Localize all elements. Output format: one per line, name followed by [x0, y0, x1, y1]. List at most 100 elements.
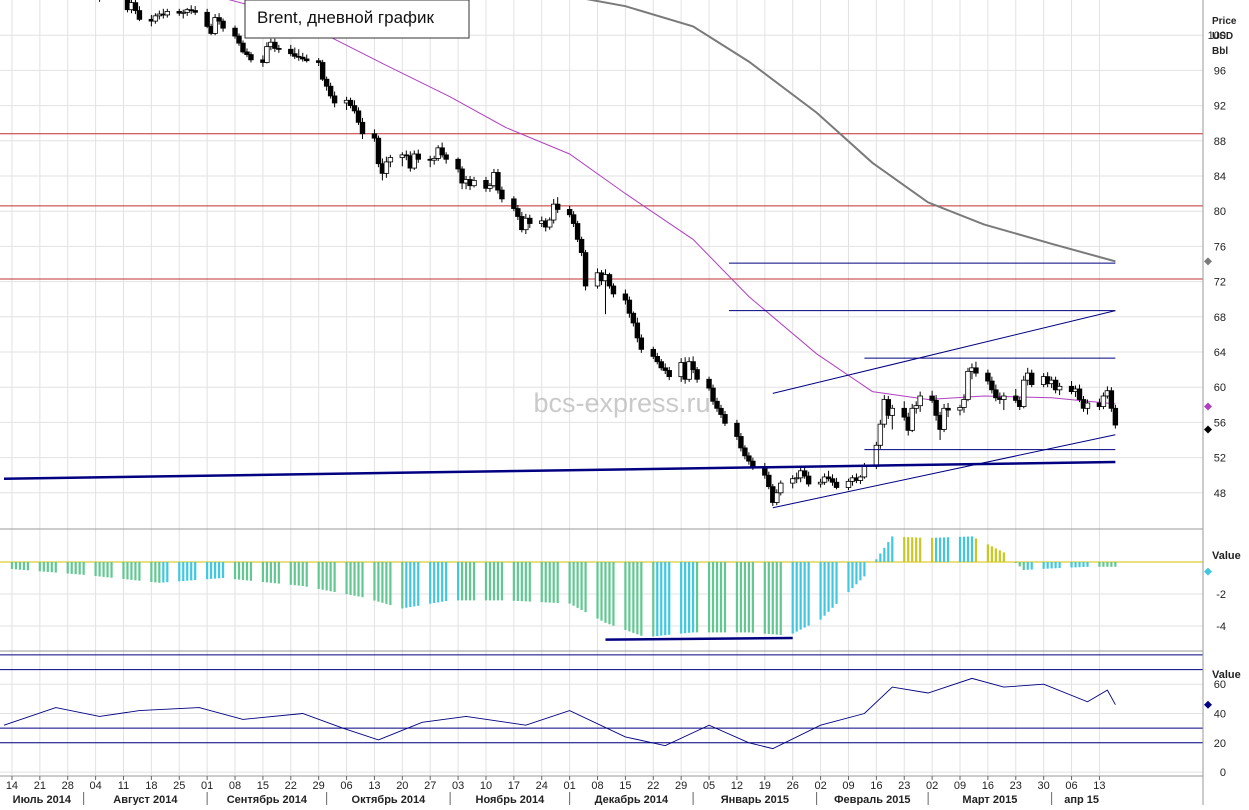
x-day-label: 27 — [424, 780, 436, 792]
macd-bar — [389, 562, 392, 606]
x-day-label: 02 — [926, 780, 938, 792]
candle-body — [216, 17, 222, 22]
macd-bar — [460, 562, 464, 601]
candle — [622, 289, 629, 305]
candle-body — [750, 460, 756, 467]
candle — [845, 478, 852, 491]
candle — [212, 14, 218, 36]
candle-body — [650, 348, 656, 357]
macd-bar — [974, 538, 978, 562]
candle — [164, 8, 171, 18]
candle — [192, 6, 198, 15]
candle-body — [582, 252, 589, 287]
candle-body — [710, 387, 716, 402]
x-month-label: Февраль 2015 — [834, 794, 910, 805]
macd-bar — [711, 562, 715, 633]
candle-body — [164, 11, 171, 16]
candle-body — [985, 372, 991, 382]
candle-body — [574, 223, 581, 240]
macd-bar — [98, 562, 101, 577]
macd-bar — [122, 562, 125, 580]
macd-bar — [150, 562, 153, 582]
macd-bar — [361, 562, 364, 598]
candle-body — [300, 56, 306, 60]
macd-bar — [1102, 562, 1105, 567]
candle-body — [550, 203, 557, 221]
candle-body — [578, 238, 585, 253]
macd-bar — [879, 553, 882, 562]
candle — [706, 376, 712, 391]
candle — [387, 154, 394, 168]
candle — [941, 403, 947, 433]
macd-bar — [210, 562, 213, 579]
macd-y-tick-label: -2 — [1216, 589, 1226, 601]
macd-bar — [931, 537, 934, 562]
candle — [331, 91, 338, 108]
macd-bar — [966, 536, 970, 562]
macd-bar — [18, 562, 22, 570]
macd-bar — [556, 562, 559, 603]
candle — [634, 317, 641, 343]
candle — [347, 97, 354, 109]
candle — [288, 44, 294, 57]
candle — [327, 82, 334, 99]
candle — [821, 473, 828, 485]
macd-bar — [297, 562, 300, 586]
macd-bar — [217, 562, 221, 579]
macd-bar — [986, 544, 989, 562]
macd-bar — [373, 562, 376, 601]
candle — [483, 176, 489, 192]
macd-bar — [668, 562, 671, 635]
candle-body — [1029, 372, 1035, 385]
macd-bar — [329, 562, 332, 592]
candle — [790, 475, 796, 489]
macd-bar — [429, 562, 432, 604]
macd-bar — [194, 562, 197, 581]
candle — [993, 384, 999, 402]
candle — [204, 8, 210, 29]
macd-bar — [735, 562, 739, 633]
macd-bar — [106, 562, 109, 578]
candle-body — [626, 299, 633, 314]
macd-bar — [1086, 562, 1089, 567]
macd-bar — [277, 562, 280, 584]
x-day-label: 26 — [787, 780, 799, 792]
price-y-tick-label: 96 — [1214, 65, 1226, 77]
candle-body — [315, 60, 322, 63]
watermark: bcs-express.ru — [533, 388, 710, 418]
macd-bar — [652, 562, 655, 637]
candle-body — [805, 475, 812, 485]
candle-body — [375, 137, 382, 165]
macd-bar — [166, 562, 169, 583]
grid — [0, 0, 1203, 775]
candle — [351, 100, 358, 114]
candle — [1013, 388, 1019, 404]
candle-body — [288, 48, 294, 55]
macd-bar — [484, 562, 488, 601]
macd-bar — [445, 562, 448, 602]
candle — [778, 480, 784, 496]
macd-bar — [317, 562, 320, 589]
candle-body — [742, 447, 748, 457]
macd-bar — [1054, 562, 1057, 569]
y-axis: 48 52 56 60 64 68 72 76 80 84 88 92 96 100 -4 -2 0 20 40 60… — [1204, 16, 1241, 779]
macd-bar — [990, 546, 993, 562]
price-y-tick-label: 72 — [1214, 277, 1226, 289]
candle — [722, 410, 728, 426]
candle — [1029, 369, 1035, 388]
macd-bar — [680, 562, 683, 634]
macd-bar — [50, 562, 53, 573]
candle-body — [801, 470, 808, 477]
macd-bar — [692, 562, 695, 633]
macd-bar — [859, 562, 862, 581]
rsi-y-tick-label: 20 — [1214, 738, 1226, 750]
candle — [710, 384, 716, 405]
candle-body — [1084, 402, 1091, 409]
macd-bar — [377, 562, 380, 602]
candle — [355, 107, 362, 125]
candle — [718, 404, 724, 418]
macd-bar — [1098, 562, 1101, 567]
macd-bar — [715, 562, 719, 633]
candle — [443, 152, 449, 164]
candle-body — [566, 209, 573, 216]
